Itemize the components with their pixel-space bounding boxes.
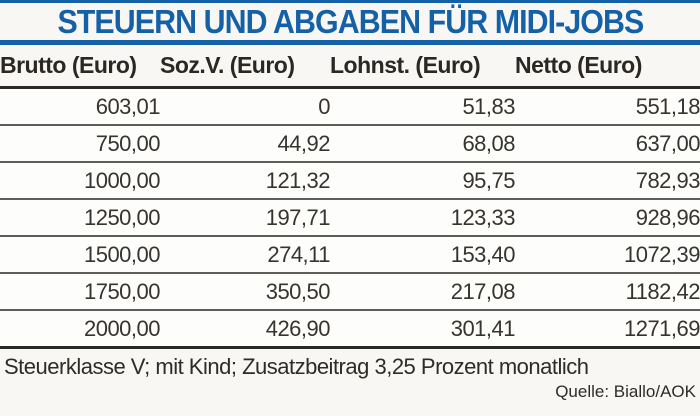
- footnote-text: Steuerklasse V; mit Kind; Zusatzbeitrag …: [4, 354, 589, 379]
- table-cell: 153,40: [330, 235, 516, 273]
- column-header-brutto: Brutto (Euro): [0, 45, 160, 89]
- table-cell: 750,00: [0, 124, 161, 162]
- table-row: 1500,00 274,11 153,40 1072,39: [0, 235, 700, 273]
- table-cell: 0: [160, 87, 331, 125]
- table-cell: 426,90: [160, 309, 331, 349]
- table-cell: 350,50: [160, 272, 331, 310]
- table-cell: 274,11: [160, 235, 331, 273]
- table-cell: 44,92: [160, 124, 331, 162]
- table-cell: 1250,00: [0, 198, 161, 236]
- table-row: 2000,00 426,90 301,41 1271,69: [0, 309, 700, 349]
- table-cell: 1182,42: [515, 272, 700, 310]
- table-cell: 1750,00: [0, 272, 161, 310]
- table-cell: 637,00: [515, 124, 700, 162]
- table-row: 603,01 0 51,83 551,18: [0, 87, 700, 125]
- title-bar: STEUERN UND ABGABEN FÜR MIDI-JOBS: [0, 3, 700, 40]
- page-title: STEUERN UND ABGABEN FÜR MIDI-JOBS: [57, 2, 644, 40]
- table-row: 1750,00 350,50 217,08 1182,42: [0, 272, 700, 310]
- table-cell: 782,93: [515, 161, 700, 199]
- title-underline-rule: [0, 40, 700, 45]
- table-cell: 95,75: [330, 161, 516, 199]
- table-cell: 121,32: [160, 161, 331, 199]
- table-cell: 197,71: [160, 198, 331, 236]
- column-header-lohnst: Lohnst. (Euro): [330, 45, 515, 89]
- table-cell: 928,96: [515, 198, 700, 236]
- table-cell: 217,08: [330, 272, 516, 310]
- table-row: 750,00 44,92 68,08 637,00: [0, 124, 700, 162]
- table-cell: 1271,69: [515, 309, 700, 349]
- table-body: 603,01 0 51,83 551,18 750,00 44,92 68,08…: [0, 87, 700, 349]
- table-cell: 51,83: [330, 87, 516, 125]
- table-cell: 68,08: [330, 124, 516, 162]
- midi-jobs-table: Brutto (Euro) Soz.V. (Euro) Lohnst. (Eur…: [0, 45, 700, 349]
- table-row: 1000,00 121,32 95,75 782,93: [0, 161, 700, 199]
- table-cell: 123,33: [330, 198, 516, 236]
- table-header: Brutto (Euro) Soz.V. (Euro) Lohnst. (Eur…: [0, 45, 700, 89]
- column-header-netto: Netto (Euro): [515, 45, 700, 89]
- column-header-sozv: Soz.V. (Euro): [160, 45, 330, 89]
- table-cell: 1072,39: [515, 235, 700, 273]
- table-cell: 2000,00: [0, 309, 161, 349]
- table-cell: 603,01: [0, 87, 161, 125]
- table-cell: 1000,00: [0, 161, 161, 199]
- source-credit: Quelle: Biallo/AOK: [555, 382, 696, 401]
- table-row: 1250,00 197,71 123,33 928,96: [0, 198, 700, 236]
- table-cell: 301,41: [330, 309, 516, 349]
- top-accent-rule: [0, 0, 700, 3]
- table-header-row: Brutto (Euro) Soz.V. (Euro) Lohnst. (Eur…: [0, 45, 700, 89]
- table-cell: 1500,00: [0, 235, 161, 273]
- table-cell: 551,18: [515, 87, 700, 125]
